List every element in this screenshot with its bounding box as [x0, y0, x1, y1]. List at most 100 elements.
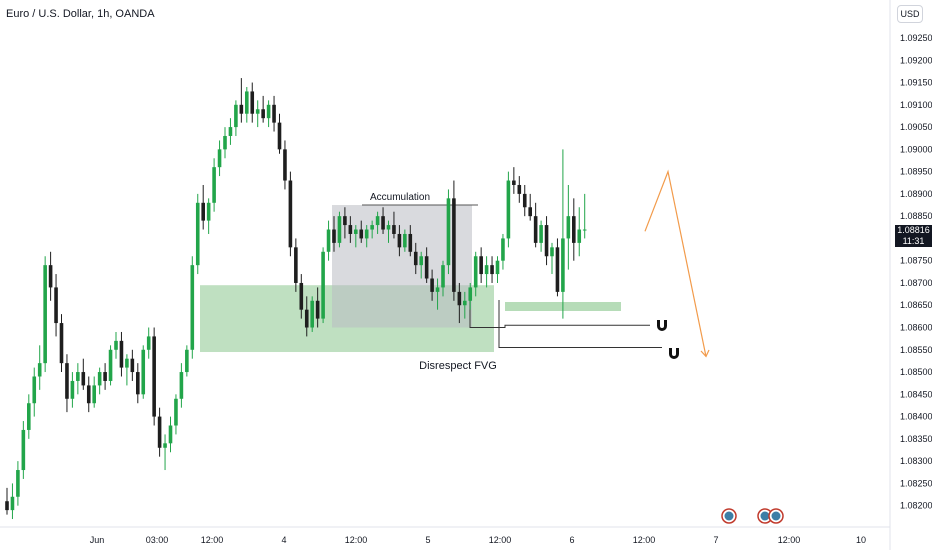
- candle-body: [114, 340, 118, 350]
- candle-body: [495, 260, 500, 275]
- last-price-badge: 1.08816 11:31: [895, 225, 932, 247]
- x-tick-label: 4: [281, 535, 286, 545]
- candle-body: [174, 398, 178, 426]
- candle-body: [582, 229, 587, 231]
- candle-body: [343, 216, 347, 226]
- y-tick-label: 1.08200: [900, 501, 932, 511]
- candle-body: [359, 229, 364, 239]
- candle-body: [179, 372, 184, 399]
- currency-button[interactable]: USD: [897, 5, 923, 23]
- candle-body: [157, 416, 162, 448]
- x-tick-label: 12:00: [345, 535, 368, 545]
- y-tick-label: 1.08300: [900, 456, 932, 466]
- y-tick-label: 1.08850: [900, 211, 932, 221]
- candle-body: [435, 287, 440, 292]
- event-flag-core: [771, 511, 781, 521]
- y-tick-label: 1.09150: [900, 78, 932, 88]
- candle-body: [43, 265, 47, 364]
- candle-body: [152, 336, 156, 417]
- candle-body: [348, 225, 353, 234]
- y-tick-label: 1.08450: [900, 389, 932, 399]
- candle-body: [21, 429, 26, 471]
- y-tick-label: 1.09050: [900, 122, 932, 132]
- x-tick-label: 12:00: [633, 535, 656, 545]
- y-tick-label: 1.08950: [900, 167, 932, 177]
- candle-body: [561, 238, 565, 292]
- accumulation-zone: [332, 205, 472, 328]
- candle-body: [250, 91, 255, 114]
- candle-body: [130, 358, 135, 373]
- candle-body: [566, 216, 571, 239]
- candle-body: [103, 372, 107, 381]
- chart-title: Euro / U.S. Dollar, 1h, OANDA: [6, 8, 155, 20]
- candle-body: [185, 349, 189, 373]
- candle-body: [332, 229, 336, 243]
- candle-body: [419, 256, 423, 266]
- candle-body: [310, 300, 314, 328]
- candle-body: [392, 225, 396, 234]
- x-tick-label: 12:00: [489, 535, 512, 545]
- candle-body: [533, 216, 538, 243]
- candle-body: [108, 349, 113, 381]
- candle-body: [337, 216, 342, 243]
- y-tick-label: 1.09250: [900, 33, 932, 43]
- candle-body: [217, 149, 222, 168]
- candle-body: [266, 104, 271, 119]
- candle-body: [81, 372, 86, 386]
- candle-body: [528, 207, 532, 217]
- y-tick-label: 1.08600: [900, 323, 932, 333]
- candle-body: [65, 363, 69, 399]
- candle-body: [27, 403, 31, 430]
- candle-body: [555, 247, 560, 292]
- event-flag-core: [760, 511, 770, 521]
- candle-body: [446, 198, 451, 266]
- candle-body: [228, 127, 233, 136]
- candle-body: [54, 287, 58, 324]
- candle-body: [468, 287, 473, 301]
- candle-body: [550, 247, 554, 257]
- candle-body: [37, 363, 42, 377]
- event-flag-icon[interactable]: [768, 508, 784, 524]
- candle-body: [59, 323, 64, 364]
- candle-body: [16, 470, 20, 497]
- candle-body: [315, 300, 320, 319]
- y-tick-label: 1.09200: [900, 55, 932, 65]
- x-tick-label: 12:00: [201, 535, 224, 545]
- candle-body: [424, 256, 429, 279]
- last-price-label: 1.08816: [897, 225, 930, 235]
- projection-arrowhead: [700, 349, 710, 358]
- event-flag-core: [724, 511, 734, 521]
- candle-body: [490, 265, 494, 275]
- candle-body: [506, 180, 511, 239]
- candle-body: [517, 184, 522, 194]
- y-tick-label: 1.08550: [900, 345, 932, 355]
- projection-path: [644, 169, 707, 357]
- candle-body: [463, 300, 467, 306]
- candle-body: [48, 265, 53, 288]
- candle-body: [364, 229, 369, 239]
- candle-body: [403, 233, 407, 248]
- candle-body: [86, 385, 91, 404]
- candle-body: [141, 349, 146, 395]
- candle-body: [76, 372, 80, 381]
- candle-body: [125, 358, 129, 368]
- candle-body: [277, 122, 282, 150]
- candle-body: [539, 225, 543, 243]
- candle-body: [206, 202, 211, 221]
- candle-body: [195, 202, 200, 266]
- candle-body: [441, 265, 445, 288]
- y-tick-label: 1.08350: [900, 434, 932, 444]
- candle-body: [457, 291, 462, 306]
- candle-body: [146, 336, 151, 350]
- candle-body: [272, 104, 276, 123]
- liquidity-level-1: [469, 300, 650, 329]
- candle-body: [299, 282, 304, 310]
- y-tick-label: 1.09000: [900, 144, 932, 154]
- event-flag-icon[interactable]: [721, 508, 737, 524]
- candle-body: [294, 247, 298, 283]
- candle-body: [212, 167, 216, 203]
- candle-body: [201, 202, 205, 221]
- candle-body: [381, 216, 385, 230]
- y-tick-label: 1.08250: [900, 478, 932, 488]
